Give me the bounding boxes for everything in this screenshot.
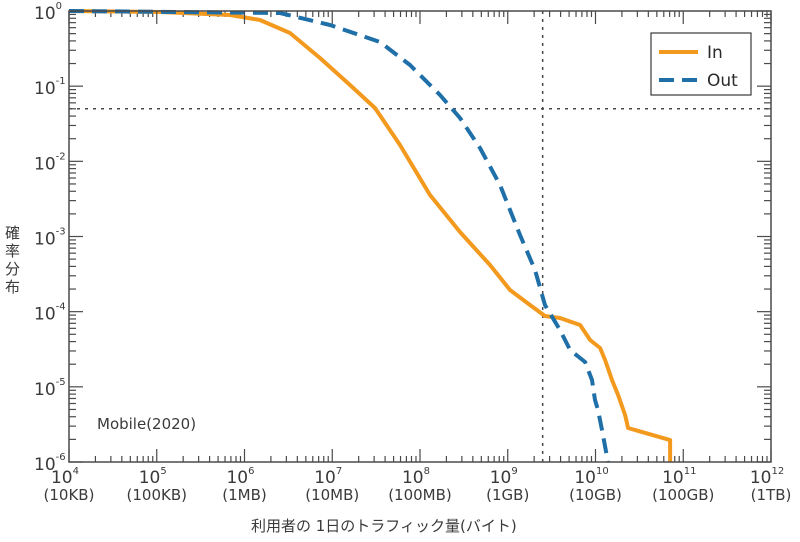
x-tick-label: 105	[139, 466, 167, 488]
x-tick-unit-label: (10GB)	[569, 486, 622, 504]
x-tick-unit-label: (10MB)	[305, 486, 359, 504]
y-tick-label: 100	[34, 1, 62, 24]
minor-ticks	[69, 11, 771, 462]
y-tick-label: 10-1	[34, 76, 66, 99]
x-tick-unit-label: (1TB)	[751, 486, 792, 504]
x-tick-label: 1011	[662, 466, 696, 488]
x-tick-label: 107	[314, 466, 342, 488]
series-layer	[68, 9, 673, 463]
x-tick-unit-label: (1GB)	[486, 486, 529, 504]
y-axis-title: 確率分布	[5, 224, 20, 296]
legend-box	[650, 32, 752, 96]
x-tick-label: 108	[402, 466, 430, 488]
x-axis-ticks: 104(10KB)105(100KB)106(1MB)107(10MB)108(…	[44, 11, 792, 504]
y-tick-label: 10-5	[34, 377, 66, 400]
series-line-out	[68, 9, 610, 463]
legend-in-label: In	[707, 43, 723, 63]
x-tick-unit-label: (10KB)	[44, 486, 95, 504]
x-tick-label: 1010	[574, 466, 608, 488]
y-axis-ticks: 100 10-1 10-2 10-3 10-4 10-5 10-6	[34, 1, 771, 475]
x-tick-label: 1012	[750, 466, 784, 488]
legend: In Out	[650, 32, 752, 96]
x-tick-label: 104	[51, 466, 79, 488]
y-tick-label: 10-6	[34, 452, 66, 475]
x-tick-unit-label: (1MB)	[222, 486, 266, 504]
y-tick-label: 10-3	[34, 227, 66, 250]
x-tick-unit-label: (100KB)	[127, 486, 187, 504]
y-tick-label: 10-2	[34, 151, 66, 174]
x-tick-unit-label: (100MB)	[388, 486, 452, 504]
x-tick-label: 109	[490, 466, 518, 488]
reference-lines	[69, 11, 771, 462]
series-line-in	[68, 9, 673, 462]
x-tick-label: 106	[226, 466, 254, 488]
dataset-annotation: Mobile(2020)	[97, 415, 196, 433]
x-axis-title: 利用者の 1日のトラフィック量(バイト)	[251, 517, 517, 535]
legend-out-label: Out	[707, 71, 738, 91]
x-tick-unit-label: (100GB)	[652, 486, 714, 504]
y-tick-label: 10-4	[34, 302, 66, 325]
